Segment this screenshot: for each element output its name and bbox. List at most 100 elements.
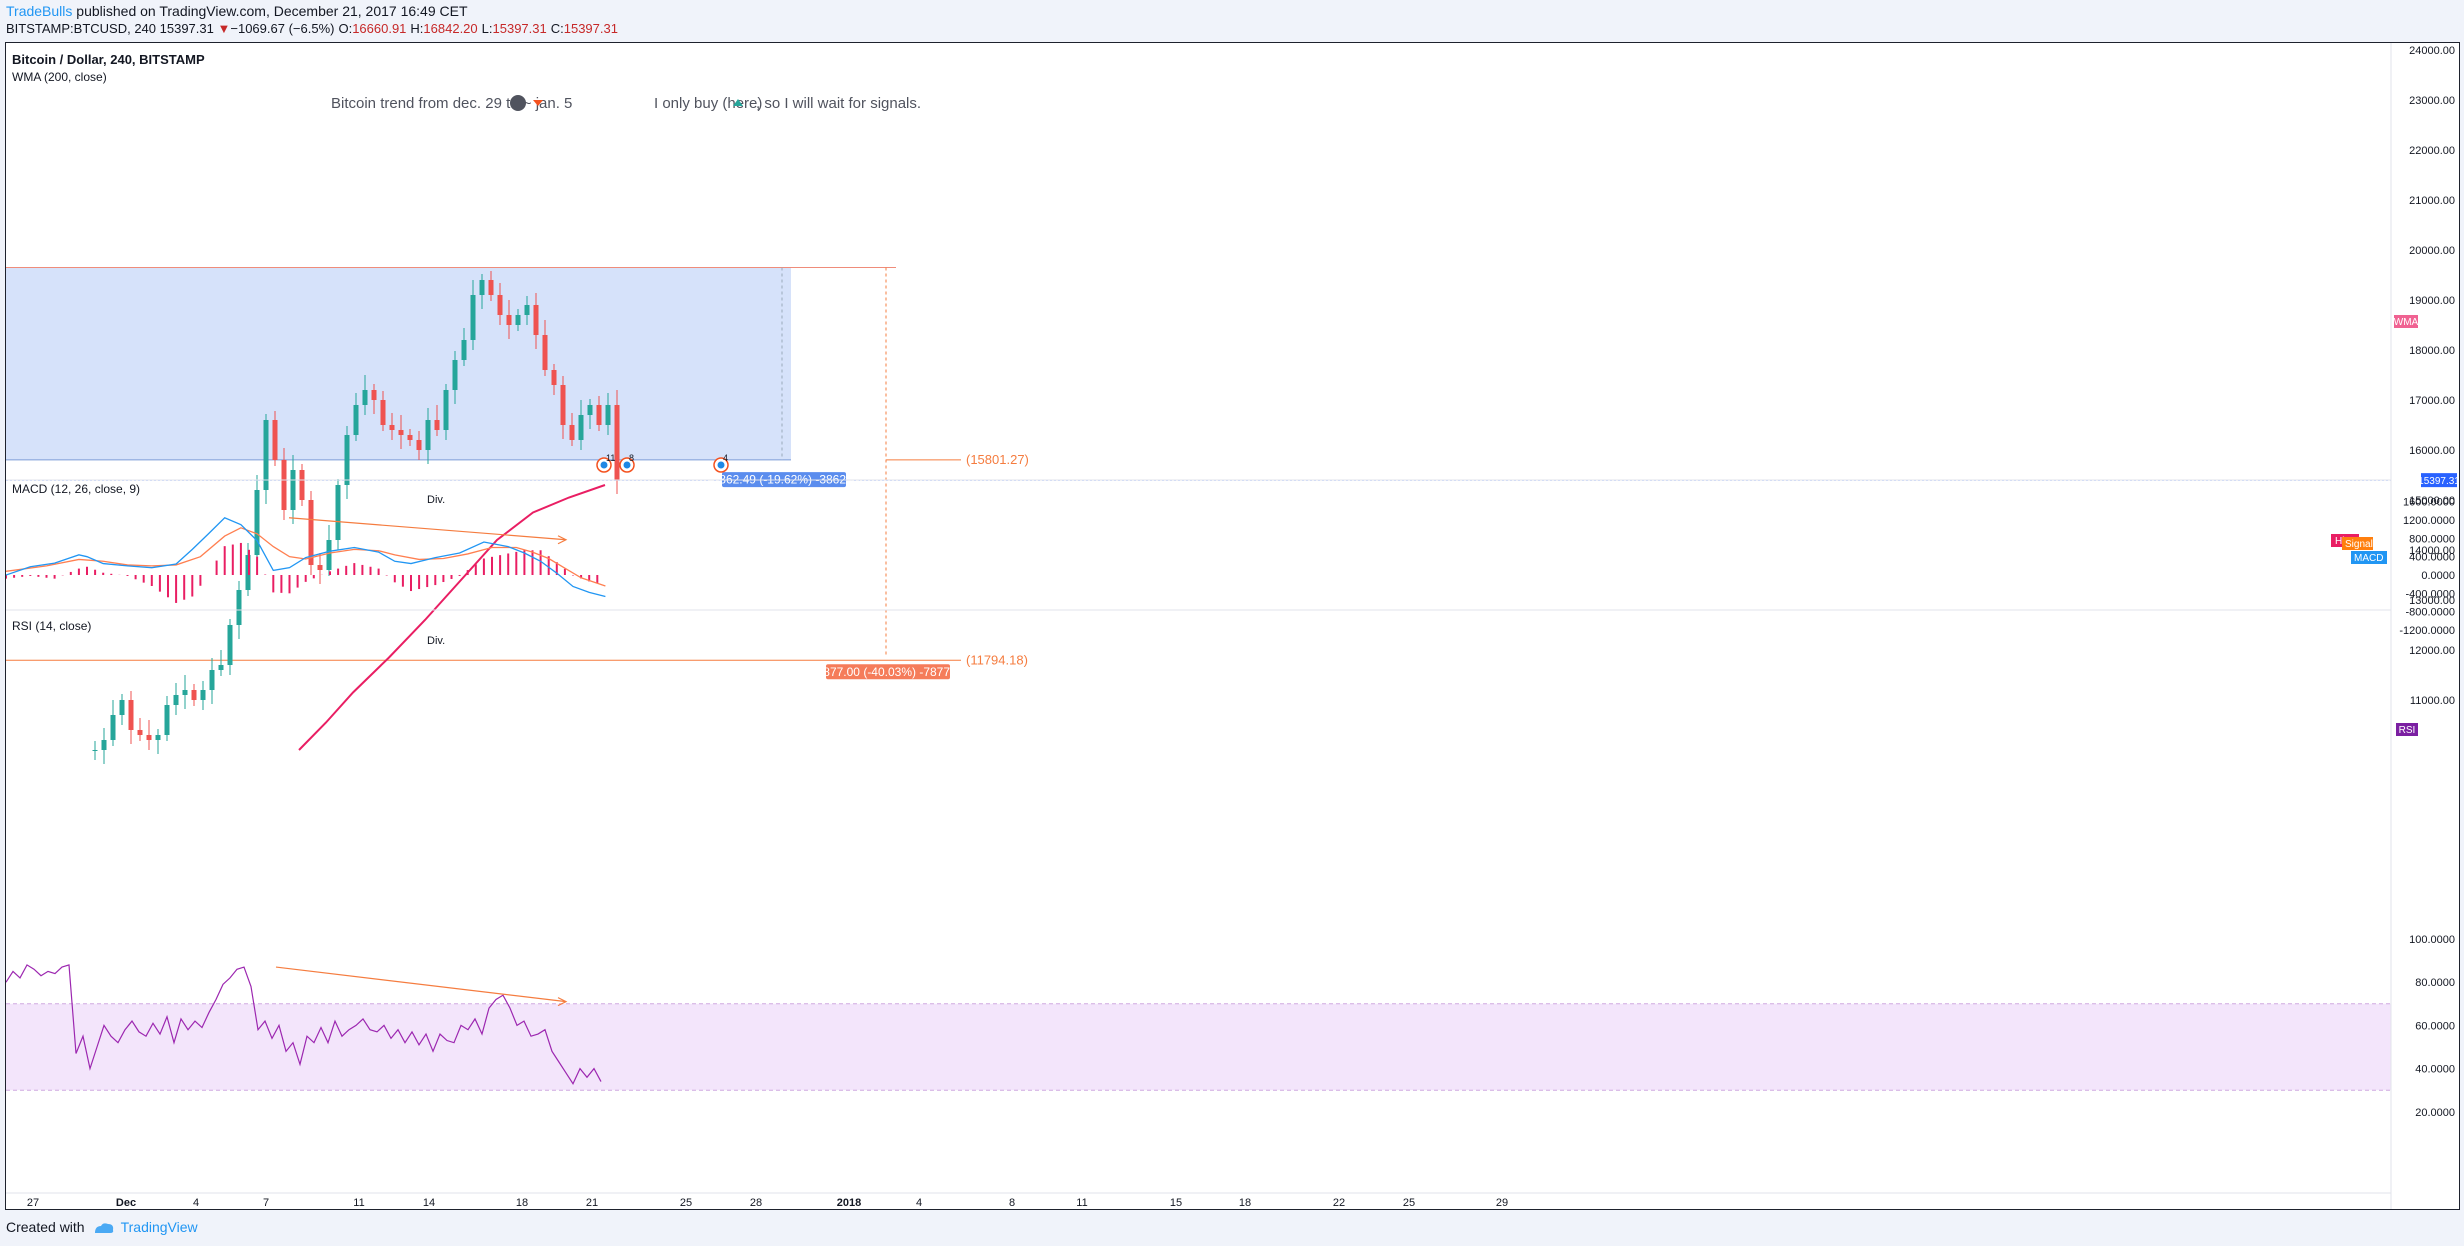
candle-body — [92, 750, 98, 751]
macd-macd-tag-label: MACD — [2354, 553, 2383, 564]
candle-body — [560, 385, 566, 425]
rsi-tick-label: 100.0000 — [2409, 934, 2455, 946]
open-key: O: — [338, 21, 353, 36]
candle-body — [146, 735, 152, 740]
time-tick-label: 25 — [680, 1197, 692, 1209]
candle-body — [254, 490, 260, 555]
candle-body — [308, 500, 314, 565]
chart-canvas[interactable]: Bitcoin / Dollar, 240, BITSTAMP WMA (200,… — [6, 43, 2459, 1209]
time-tick-label: 28 — [750, 1197, 762, 1209]
ohlc-header: BITSTAMP:BTCUSD, 240 15397.31 ▼−1069.67 … — [6, 21, 618, 36]
macd-title: MACD (12, 26, close, 9) — [12, 482, 140, 496]
candle-body — [596, 405, 602, 425]
event-count: 11 — [606, 453, 615, 463]
time-tick-label: 18 — [1239, 1197, 1251, 1209]
candle-body — [218, 665, 224, 670]
rsi-tick-label: 40.0000 — [2415, 1064, 2455, 1076]
low-value: 15397.31 — [492, 21, 547, 36]
event-flag-icon — [623, 461, 631, 469]
time-tick-label: 27 — [27, 1197, 39, 1209]
publish-header: TradeBulls published on TradingView.com,… — [6, 3, 468, 19]
candle-body — [317, 565, 323, 570]
candle-body — [434, 420, 440, 430]
price-tick-label: 21000.00 — [2409, 195, 2455, 207]
symbol-label: BITSTAMP:BTCUSD, 240 — [6, 21, 157, 36]
tradingview-link[interactable]: TradingView — [120, 1219, 198, 1235]
candle-body — [587, 405, 593, 415]
price-tick-label: 24000.00 — [2409, 45, 2455, 57]
candle-body — [335, 485, 341, 540]
candle-body — [281, 460, 287, 510]
time-tick-label: Dec — [116, 1197, 136, 1209]
author-link[interactable]: TradeBulls — [6, 3, 73, 19]
candle-body — [533, 305, 539, 335]
chart-title: Bitcoin / Dollar, 240, BITSTAMP — [12, 52, 205, 67]
candle-body — [191, 690, 197, 700]
down-triangle-icon — [533, 100, 543, 106]
candle-body — [524, 305, 530, 315]
last-price-label: 15397.31 — [159, 21, 214, 36]
candle-body — [461, 340, 467, 360]
candle-body — [488, 280, 494, 295]
rsi-tag — [2396, 723, 2418, 736]
wma-line — [298, 484, 606, 751]
wma-tag-label: WMA — [2394, 317, 2419, 328]
time-tick-label: 8 — [1009, 1197, 1015, 1209]
candle-body — [515, 315, 521, 325]
candle-body — [353, 405, 359, 435]
chart-panel[interactable]: Bitcoin / Dollar, 240, BITSTAMP WMA (200,… — [5, 42, 2460, 1210]
macd-tick-label: 1600.0000 — [2403, 497, 2455, 509]
close-value: 15397.31 — [563, 21, 618, 36]
close-key: C: — [550, 21, 564, 36]
rsi-line — [6, 964, 602, 1085]
published-text: published on TradingView.com, December 2… — [76, 3, 468, 19]
event-flag-icon — [600, 461, 608, 469]
candle-body — [119, 700, 125, 715]
candle-body — [236, 590, 242, 625]
price-tick-label: 11000.00 — [2410, 695, 2455, 707]
candle-body — [407, 435, 413, 440]
event-count: 4 — [723, 453, 728, 463]
level-lower-label: (11794.18) — [966, 652, 1028, 667]
candle-body — [506, 315, 512, 325]
time-tick-label: 15 — [1170, 1197, 1182, 1209]
candle-body — [416, 440, 422, 450]
resistance-zone — [6, 267, 791, 460]
time-tick-label: 29 — [1496, 1197, 1508, 1209]
time-tick-label: 25 — [1403, 1197, 1415, 1209]
macd-tick-label: -400.0000 — [2405, 588, 2455, 600]
measure-long-label: -7877.00 (-40.03%) -787700 — [813, 665, 964, 679]
candle-body — [362, 390, 368, 405]
open-value: 16660.91 — [352, 21, 407, 36]
macd-macd-tag — [2351, 551, 2387, 564]
wma-tag — [2394, 315, 2418, 328]
level-upper-label: (15801.27) — [966, 452, 1029, 467]
candle-body — [398, 430, 404, 435]
candle-body — [227, 625, 233, 665]
rsi-tick-label: 60.0000 — [2415, 1020, 2455, 1032]
time-tick-label: 14 — [423, 1197, 435, 1209]
rsi-divergence-line — [275, 966, 567, 1003]
candle-body — [299, 470, 305, 500]
candle-body — [155, 735, 161, 740]
time-tick-label: 4 — [193, 1197, 199, 1209]
candle-body — [389, 425, 395, 430]
candle-body — [110, 715, 116, 740]
price-tick-label: 16000.00 — [2409, 445, 2455, 457]
price-tick-label: 22000.00 — [2409, 145, 2455, 157]
time-tick-label: 11 — [353, 1197, 364, 1209]
rsi-tag-label: RSI — [2399, 725, 2416, 736]
rsi-divergence-arrow-icon — [557, 997, 568, 1007]
macd-divergence-line — [288, 517, 567, 541]
last-price-tag — [2421, 473, 2457, 488]
candle-body — [542, 335, 548, 370]
event-flag-icon — [717, 461, 725, 469]
price-tick-label: 18000.00 — [2409, 345, 2455, 357]
candle-body — [605, 405, 611, 425]
high-value: 16842.20 — [423, 21, 478, 36]
candle-body — [209, 670, 215, 690]
low-key: L: — [481, 21, 493, 36]
up-triangle-icon — [733, 99, 743, 106]
macd-tick-label: -800.0000 — [2405, 607, 2455, 619]
candle-body — [128, 700, 134, 730]
